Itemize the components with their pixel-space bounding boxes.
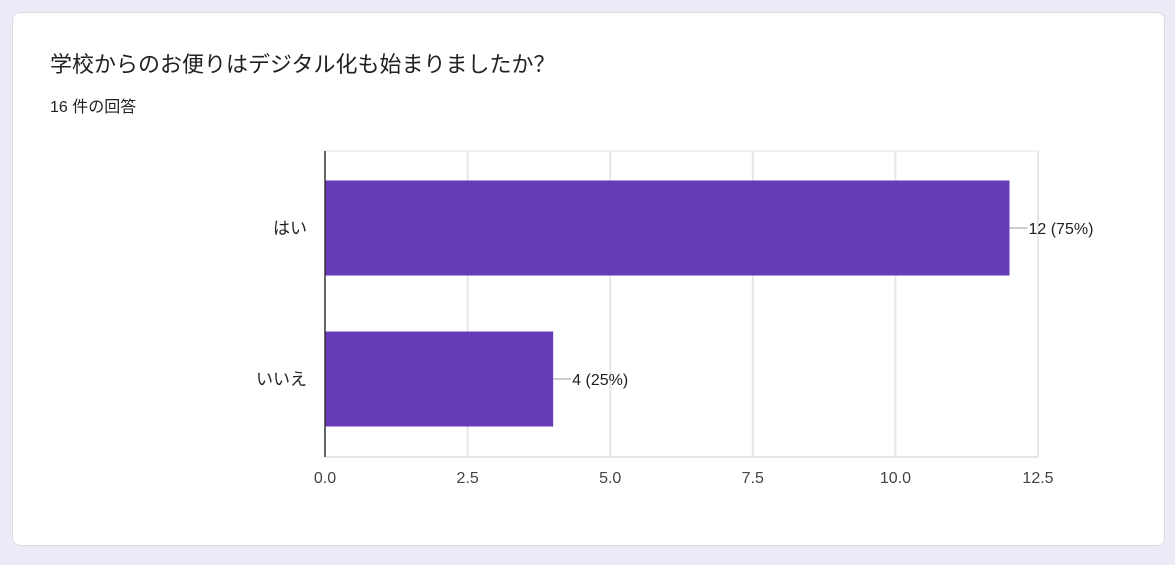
x-tick-label: 7.5 [742, 470, 764, 487]
x-tick-label: 5.0 [599, 470, 621, 487]
data-label: 12 (75%) [1028, 221, 1093, 238]
x-tick-label: 12.5 [1022, 470, 1053, 487]
response-count: 16 件の回答 [50, 99, 137, 116]
bar [325, 331, 554, 427]
category-label: はい [273, 219, 307, 239]
data-label: 4 (25%) [572, 372, 628, 389]
bars [325, 180, 1010, 427]
x-tick-label: 10.0 [880, 470, 911, 487]
question-title: 学校からのお便りはデジタル化も始まりましたか？ [50, 52, 556, 77]
bar [325, 180, 1010, 276]
labels: 0.0 2.5 5.0 7.5 10.0 12.5 はい 12 (75%) いいえ 4 (25%) [256, 219, 1093, 487]
x-tick-label: 0.0 [314, 470, 336, 487]
category-label: いいえ [256, 370, 307, 390]
x-tick-label: 2.5 [456, 470, 478, 487]
